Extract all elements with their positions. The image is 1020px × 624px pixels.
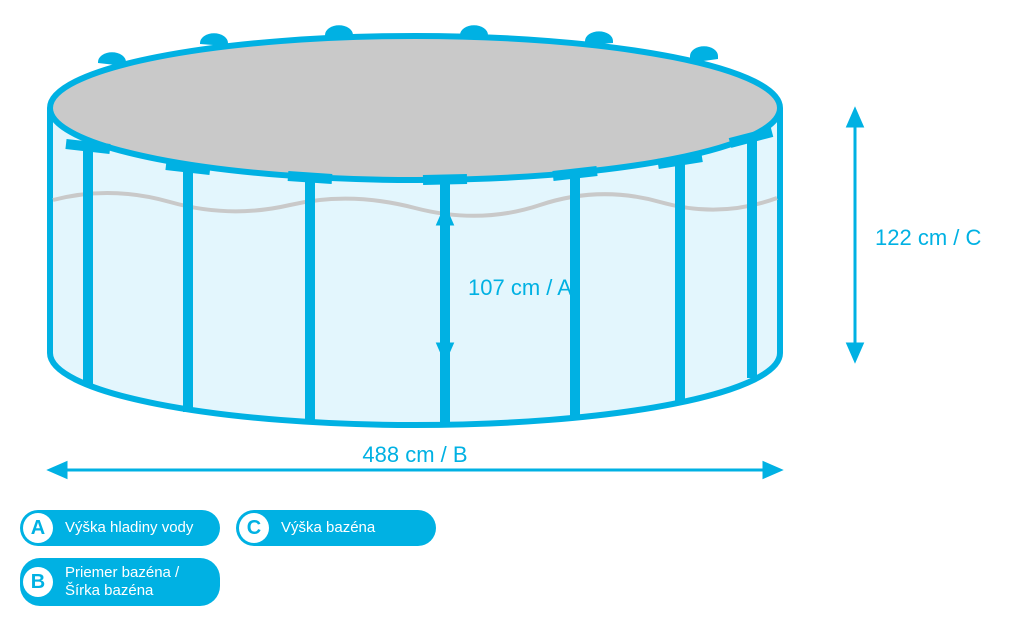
legend-badge-c: C (239, 513, 269, 543)
dimension-c-label: 122 cm / C (875, 225, 981, 250)
legend-label-c: Výška bazéna (281, 519, 375, 537)
dimension-b-label: 488 cm / B (362, 442, 467, 467)
legend-item-c: C Výška bazéna (236, 510, 436, 546)
legend-label-a: Výška hladiny vody (65, 519, 193, 537)
legend-item-b: B Priemer bazéna / Šírka bazéna (20, 558, 220, 606)
dimension-c (848, 110, 862, 360)
legend-row-1: A Výška hladiny vody C Výška bazéna (20, 510, 436, 546)
legend: A Výška hladiny vody C Výška bazéna B Pr… (20, 510, 436, 606)
legend-badge-b: B (23, 567, 53, 597)
legend-row-2: B Priemer bazéna / Šírka bazéna (20, 558, 436, 606)
legend-label-b: Priemer bazéna / Šírka bazéna (65, 564, 179, 600)
pool-diagram: 107 cm / A 122 cm / C 488 cm / B (30, 20, 990, 500)
legend-item-a: A Výška hladiny vody (20, 510, 220, 546)
legend-badge-a: A (23, 513, 53, 543)
dimension-a-label: 107 cm / A (468, 275, 572, 300)
